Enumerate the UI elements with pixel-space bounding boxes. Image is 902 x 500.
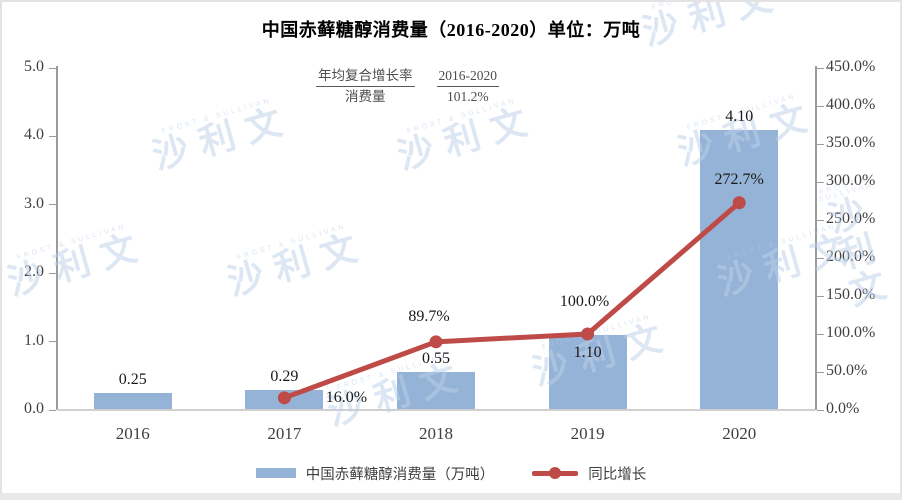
line-point-2018 [429, 335, 443, 349]
annotation-row-value: 101.2% [446, 89, 489, 104]
growth-legend-label: 同比增长 [588, 466, 647, 483]
bar-value-label: 0.55 [422, 350, 450, 368]
y-axis-left-tick [49, 409, 56, 411]
y-axis-right-tick-label: 400.0% [826, 96, 876, 113]
line-value-label: 89.7% [408, 307, 450, 325]
line-value-label: 16.0% [325, 388, 368, 406]
line-value-label: 272.7% [714, 170, 764, 188]
watermark-text: 沙利文 [393, 98, 543, 177]
bar-2016 [93, 392, 172, 409]
watermark-text: 沙利文 [148, 98, 298, 177]
y-axis-right-line [815, 66, 817, 410]
y-axis-left-tick [49, 272, 56, 274]
y-axis-right-tick-label: 0.0% [826, 400, 860, 417]
y-axis-left-tick-label: 5.0 [24, 58, 44, 75]
y-axis-right-tick-label: 50.0% [826, 362, 868, 379]
x-axis-label-2019: 2019 [570, 424, 605, 443]
x-axis-baseline [57, 409, 815, 411]
growth-legend-dot-icon [549, 467, 562, 479]
x-axis-label-2020: 2020 [722, 424, 757, 443]
line-value-label: 100.0% [559, 293, 610, 310]
y-axis-left-tick-label: 3.0 [24, 194, 44, 212]
y-axis-right-tick [816, 371, 824, 373]
y-axis-right-tick [816, 409, 824, 411]
chart-legend: 中国赤藓糖醇消费量（万吨） 同比增长 [0, 460, 902, 486]
y-axis-left-tick [49, 135, 56, 137]
y-axis-right-tick [816, 257, 824, 259]
y-axis-right-tick-label: 150.0% [826, 286, 876, 303]
y-axis-left-tick [49, 67, 56, 69]
y-axis-right-tick [816, 295, 824, 297]
watermark-subtext: FROST & SULLIVAN [637, 0, 777, 15]
y-axis-right-tick-label: 200.0% [826, 248, 876, 265]
consumption-legend-swatch [255, 468, 296, 478]
x-axis-label-2018: 2018 [418, 424, 453, 443]
y-axis-right-tick-label: 450.0% [826, 58, 876, 75]
annotation-header-period: 2016-2020 [436, 66, 499, 87]
y-axis-right-tick [816, 181, 824, 183]
window-bottom-edge [0, 493, 902, 500]
x-axis-label-2017: 2017 [267, 424, 302, 443]
chart-title: 中国赤藓糖醇消费量（2016-2020）单位：万吨 [261, 20, 641, 40]
bar-2018 [397, 372, 475, 409]
cagr-annotation-table: 年均复合增长率 2016-2020 消费量 101.2% [316, 66, 499, 107]
bar-value-label: 1.10 [573, 343, 602, 361]
y-axis-right-tick-label: 350.0% [826, 134, 876, 151]
y-axis-left-tick-label: 0.0 [24, 400, 44, 417]
watermark-text: 沙利文 [223, 224, 373, 303]
consumption-legend-label: 中国赤藓糖醇消费量（万吨） [305, 466, 495, 483]
y-axis-left-tick-label: 1.0 [24, 331, 44, 349]
y-axis-left-tick-label: 4.0 [24, 126, 44, 144]
y-axis-left-line [56, 66, 58, 410]
y-axis-right-tick [816, 219, 824, 221]
y-axis-right-tick-label: 300.0% [826, 172, 876, 189]
y-axis-left-tick [49, 341, 56, 343]
y-axis-left-tick-label: 2.0 [24, 263, 44, 281]
y-axis-right-tick [816, 143, 824, 145]
y-axis-left-tick [49, 204, 56, 206]
growth-line [281, 200, 742, 401]
bar-value-label: 0.25 [118, 370, 147, 388]
watermark-subtext: FROST & SULLIVAN [161, 97, 273, 136]
annotation-header-label: 年均复合增长率 [316, 66, 415, 87]
y-axis-right-tick [816, 105, 824, 107]
bar-value-label: 0.29 [270, 368, 299, 386]
growth-legend-line-icon [532, 467, 579, 479]
annotation-row-label: 消费量 [345, 89, 386, 104]
x-axis-label-2016: 2016 [115, 424, 150, 443]
watermark-subtext: FROST & SULLIVAN [236, 223, 348, 262]
y-axis-right-tick-label: 100.0% [826, 324, 876, 341]
y-axis-right-tick [816, 333, 824, 335]
y-axis-right-tick [816, 67, 824, 69]
bar-value-label: 4.10 [725, 107, 754, 125]
watermark-subtext: FROST & SULLIVAN [16, 223, 128, 262]
y-axis-right-tick-label: 250.0% [826, 210, 876, 227]
